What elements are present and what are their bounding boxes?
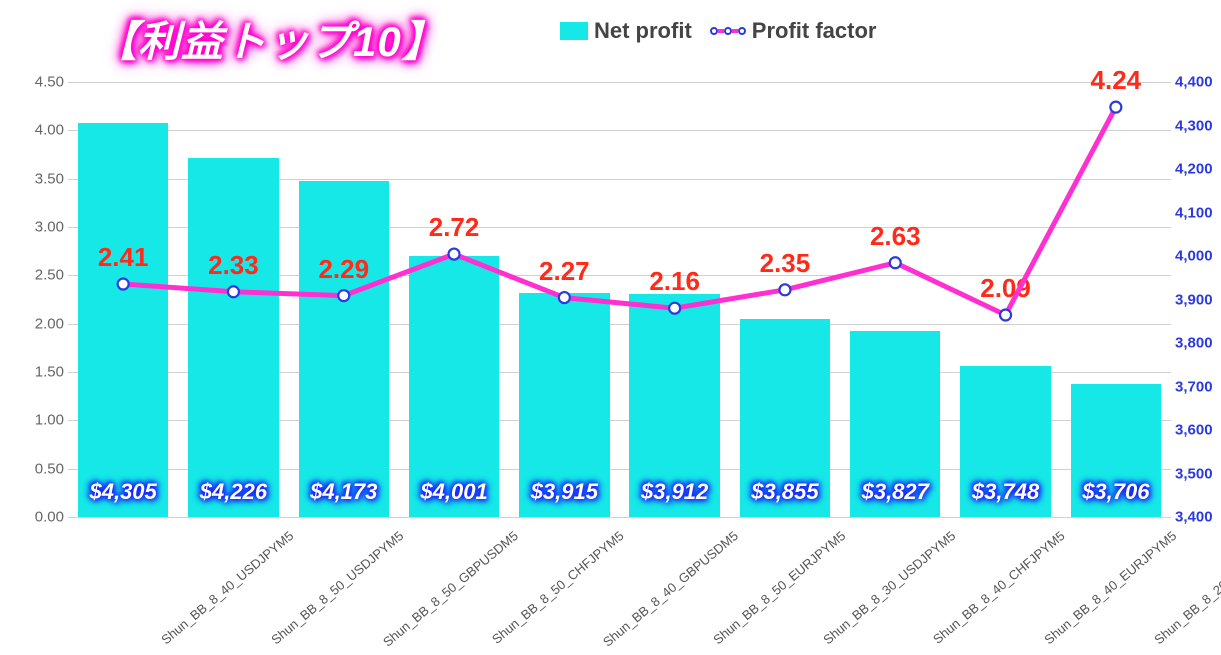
y-tick-right: 3,700	[1175, 378, 1221, 395]
y-tick-left: 2.00	[22, 315, 64, 332]
y-tick-right: 4,400	[1175, 74, 1221, 91]
legend-swatch-line	[710, 22, 746, 40]
profit-factor-line	[68, 82, 1171, 517]
y-tick-left: 1.00	[22, 412, 64, 429]
y-tick-right: 4,200	[1175, 161, 1221, 178]
y-tick-right: 4,300	[1175, 117, 1221, 134]
y-tick-left: 1.50	[22, 364, 64, 381]
legend-item-line: Profit factor	[710, 18, 877, 44]
y-tick-left: 4.00	[22, 122, 64, 139]
y-tick-right: 3,900	[1175, 291, 1221, 308]
y-tick-left: 4.50	[22, 74, 64, 91]
y-tick-left: 0.00	[22, 509, 64, 526]
y-tick-right: 3,500	[1175, 465, 1221, 482]
chart-plot-area: 0.000.501.001.502.002.503.003.504.004.50…	[68, 82, 1171, 517]
y-tick-right: 3,600	[1175, 422, 1221, 439]
y-tick-right: 3,400	[1175, 509, 1221, 526]
y-tick-left: 3.50	[22, 170, 64, 187]
chart-x-labels: Shun_BB_8_40_USDJPYM5Shun_BB_8_50_USDJPY…	[68, 522, 1171, 652]
legend-swatch-bar	[560, 22, 588, 40]
y-tick-left: 2.50	[22, 267, 64, 284]
y-tick-right: 4,100	[1175, 204, 1221, 221]
chart-container: 【利益トップ10】 Net profit Profit factor 0.000…	[0, 0, 1221, 655]
chart-legend: Net profit Profit factor	[560, 18, 876, 44]
y-tick-left: 0.50	[22, 460, 64, 477]
y-tick-right: 3,800	[1175, 335, 1221, 352]
gridline	[68, 517, 1171, 518]
x-axis-label: Shun_BB_8_50_USDJPYM5	[269, 528, 407, 647]
y-tick-left: 3.00	[22, 219, 64, 236]
legend-item-bar: Net profit	[560, 18, 692, 44]
y-tick-right: 4,000	[1175, 248, 1221, 265]
chart-title: 【利益トップ10】	[95, 8, 445, 69]
legend-line-label: Profit factor	[752, 18, 877, 44]
legend-bar-label: Net profit	[594, 18, 692, 44]
